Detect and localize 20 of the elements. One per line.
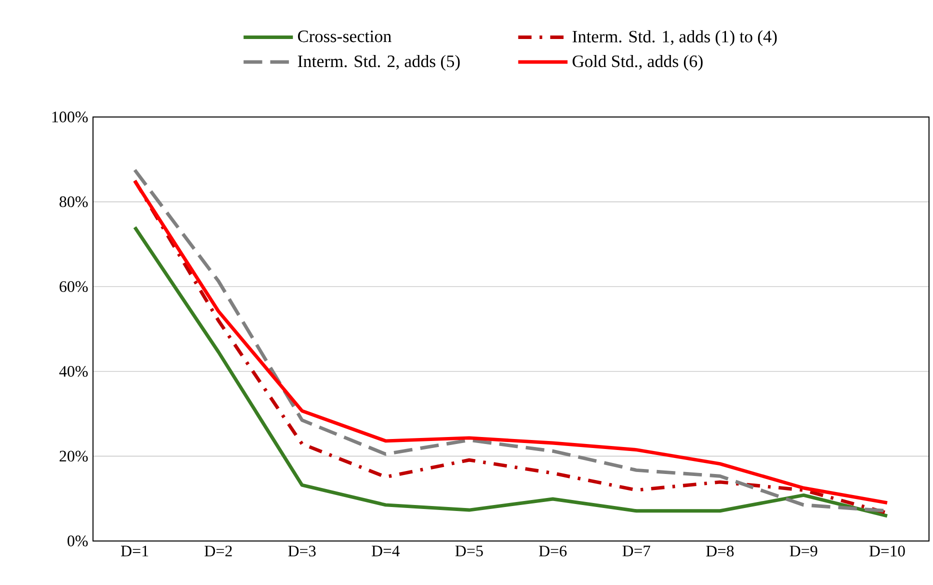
x-tick-label: D=4	[372, 546, 400, 556]
y-tick-label: 60%	[60, 281, 88, 292]
legend-label: Cross-section	[298, 30, 392, 42]
y-tick-label: 0%	[68, 536, 88, 546]
legend-label: Interm. Std. 2, adds (5)	[298, 54, 460, 71]
x-tick-label: D=3	[288, 546, 316, 556]
legend-label: Interm. Std. 1, adds (1) to (4)	[572, 30, 777, 46]
x-tick-label: D=10	[869, 546, 905, 556]
y-tick-label: 100%	[52, 112, 88, 122]
x-tick-label: D=2	[204, 546, 232, 556]
y-tick-label: 40%	[59, 366, 88, 377]
x-tick-label: D=8	[706, 546, 734, 556]
y-tick-label: 80%	[60, 196, 88, 208]
x-tick-label: D=6	[538, 546, 567, 556]
y-tick-label: 20%	[60, 450, 88, 462]
legend-label: Gold Std., adds (6)	[572, 54, 703, 71]
x-tick-label: D=1	[120, 546, 148, 556]
x-tick-label: D=9	[790, 546, 818, 556]
x-tick-label: D=7	[622, 546, 650, 556]
x-tick-label: D=5	[455, 546, 483, 556]
